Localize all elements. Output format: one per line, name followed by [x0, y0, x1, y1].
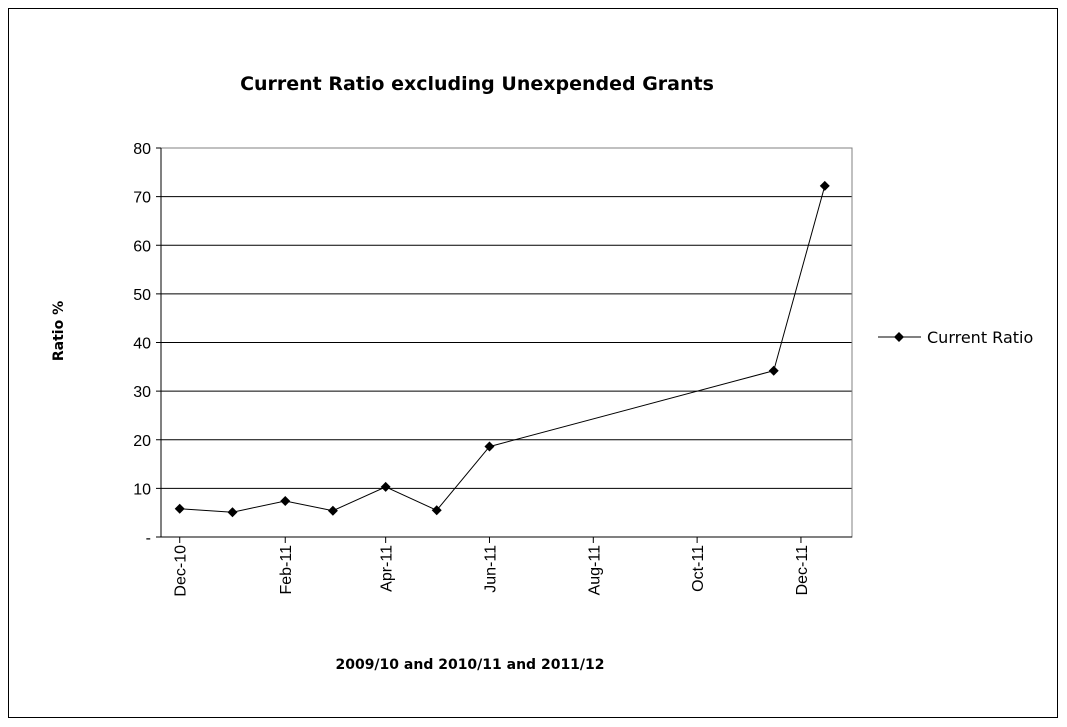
chart-frame: Current Ratio excluding Unexpended Grant…: [8, 8, 1058, 718]
data-point-marker: [227, 507, 238, 518]
chart-title: Current Ratio excluding Unexpended Grant…: [240, 73, 714, 95]
y-tick-label: 40: [133, 336, 151, 353]
series-line: [179, 185, 826, 513]
x-tick-label: Apr-11: [379, 545, 396, 592]
y-tick-label: 50: [133, 287, 151, 304]
x-axis-title: 2009/10 and 2010/11 and 2011/12: [335, 657, 604, 673]
y-tick-label: 10: [133, 481, 151, 498]
legend-label: Current Ratio: [927, 328, 1033, 347]
x-tick-label: Dec-10: [173, 545, 190, 597]
data-point-marker: [380, 481, 391, 492]
legend-marker-icon: [894, 332, 904, 342]
line-chart: Current Ratio excluding Unexpended Grant…: [51, 73, 1033, 673]
y-tick-label: 60: [133, 238, 151, 255]
y-tick-label: -: [146, 530, 151, 547]
data-point-marker: [819, 180, 830, 191]
x-tick-label: Oct-11: [690, 545, 707, 592]
x-tick-label: Jun-11: [482, 545, 499, 593]
x-tick-label: Dec-11: [794, 545, 811, 595]
y-tick-label: 30: [133, 384, 151, 401]
x-tick-label: Aug-11: [586, 545, 603, 596]
data-point-marker: [484, 441, 495, 452]
y-axis-title: Ratio %: [51, 301, 67, 361]
data-point-marker: [327, 505, 338, 516]
plot-area: - 10 20 30 40 50 60 70 80 Dec-10 Feb-11 Apr-11 Jun-1…: [133, 141, 853, 597]
data-point-marker: [174, 503, 185, 514]
legend: Current Ratio: [878, 328, 1033, 347]
data-point-marker: [768, 365, 779, 376]
y-tick-label: 20: [133, 433, 151, 450]
y-tick-label: 80: [133, 141, 151, 158]
x-tick-label: Feb-11: [278, 545, 295, 595]
y-tick-label: 70: [133, 190, 151, 207]
data-point-marker: [280, 496, 291, 507]
data-point-marker: [431, 505, 442, 516]
